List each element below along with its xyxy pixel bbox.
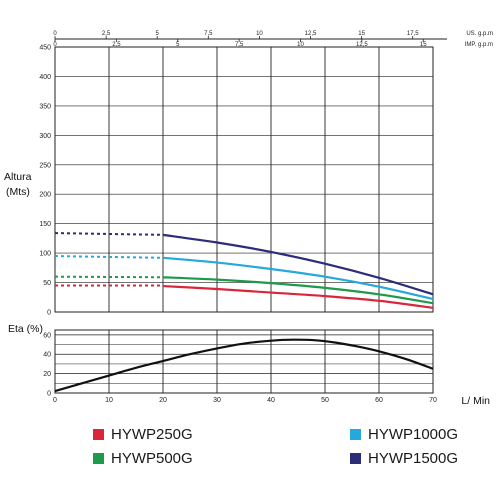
series-line-hywp1000g bbox=[162, 256, 434, 301]
eff-ylabel: Eta (%) bbox=[8, 323, 43, 335]
top-axis-tick-label: 17,5 bbox=[407, 31, 419, 37]
series-line-hywp1500g bbox=[162, 233, 434, 296]
top-axis-tick-label: 15 bbox=[420, 42, 427, 48]
eff-ytick-label: 20 bbox=[43, 371, 51, 378]
efficiency-chart: 0 20 40 60 0 10 20 30 40 50 60 70 Eta (%) L/ Min bbox=[8, 323, 490, 407]
us-gpm-label: US. g.p.m bbox=[466, 31, 493, 37]
eff-xtick-label: 30 bbox=[213, 397, 221, 404]
legend-item-hywp1500g: HYWP1500G bbox=[350, 450, 458, 467]
eff-ytick-label: 40 bbox=[43, 352, 51, 359]
legend-swatch bbox=[93, 429, 104, 440]
legend-label: HYWP500G bbox=[111, 450, 193, 467]
eff-xtick-label: 70 bbox=[429, 397, 437, 404]
head-ytick-label: 300 bbox=[39, 133, 51, 140]
head-ytick-label: 400 bbox=[39, 74, 51, 81]
head-ytick-label: 100 bbox=[39, 251, 51, 258]
legend-swatch bbox=[350, 429, 361, 440]
top-axis-tick-label: 7,5 bbox=[235, 42, 244, 48]
eff-ytick-label: 60 bbox=[43, 332, 51, 339]
eff-ytick-label: 0 bbox=[47, 391, 51, 398]
legend-label: HYWP1500G bbox=[368, 450, 459, 467]
head-plot-frame bbox=[54, 46, 434, 313]
eff-xtick-label: 60 bbox=[375, 397, 383, 404]
top-axis-tick-label: 7,5 bbox=[204, 31, 213, 37]
eff-xtick-label: 10 bbox=[105, 397, 113, 404]
head-ytick-label: 450 bbox=[39, 45, 51, 52]
head-ytick-label: 50 bbox=[43, 280, 51, 287]
legend-item-hywp250g: HYWP250G bbox=[93, 426, 193, 443]
eff-xtick-label: 40 bbox=[267, 397, 275, 404]
head-ylabel-line2: (Mts) bbox=[6, 186, 30, 198]
head-ytick-label: 350 bbox=[39, 103, 51, 110]
top-axis-tick-label: 12,5 bbox=[356, 42, 368, 48]
top-axis-tick-label: 5 bbox=[156, 31, 160, 37]
top-axis-tick-label: 0 bbox=[53, 31, 57, 37]
top-flow-axes: 0 2,5 5 7,5 10 12,5 15 17,5 US. g.p.m0 2,5 5 7,5 10 1… bbox=[53, 31, 493, 48]
imp-gpm-label: IMP. g.p.m bbox=[465, 42, 493, 48]
top-axis-tick-label: 5 bbox=[176, 42, 180, 48]
head-ytick-label: 150 bbox=[39, 221, 51, 228]
eff-xlabel: L/ Min bbox=[461, 395, 490, 407]
series-dashed-hywp500g bbox=[54, 275, 164, 279]
top-axis-tick-label: 2,5 bbox=[102, 31, 111, 37]
legend-item-hywp500g: HYWP500G bbox=[93, 450, 193, 467]
top-axis-tick-label: 0 bbox=[53, 42, 57, 48]
head-ytick-label: 250 bbox=[39, 162, 51, 169]
series-line-hywp500g bbox=[162, 276, 434, 305]
eff-xtick-label: 20 bbox=[159, 397, 167, 404]
top-axis-tick-label: 15 bbox=[358, 31, 365, 37]
head-ytick-label: 200 bbox=[39, 192, 51, 199]
pump-curve-chart: 0 2,5 5 7,5 10 12,5 15 17,5 US. g.p.m0 2,5 5 7,5 10 1… bbox=[4, 31, 493, 407]
efficiency-curve bbox=[54, 338, 434, 393]
top-axis-tick-label: 10 bbox=[256, 31, 263, 37]
legend-swatch bbox=[93, 453, 104, 464]
series-dashed-hywp1000g bbox=[54, 255, 164, 259]
top-axis-tick-label: 12,5 bbox=[305, 31, 317, 37]
head-ylabel-line1: Altura bbox=[4, 171, 32, 183]
eff-xtick-label: 50 bbox=[321, 397, 329, 404]
legend-label: HYWP1000G bbox=[368, 426, 459, 443]
legend-swatch bbox=[350, 453, 361, 464]
eff-xtick-label: 0 bbox=[53, 397, 57, 404]
series-dashed-hywp1500g bbox=[54, 232, 164, 236]
top-axis-tick-label: 2,5 bbox=[112, 42, 121, 48]
head-ytick-label: 0 bbox=[47, 310, 51, 317]
eff-plot-frame bbox=[54, 329, 434, 394]
series-line-hywp250g bbox=[162, 284, 434, 309]
legend-item-hywp1000g: HYWP1000G bbox=[350, 426, 458, 443]
legend-label: HYWP250G bbox=[111, 426, 193, 443]
top-axis-tick-label: 10 bbox=[297, 42, 304, 48]
